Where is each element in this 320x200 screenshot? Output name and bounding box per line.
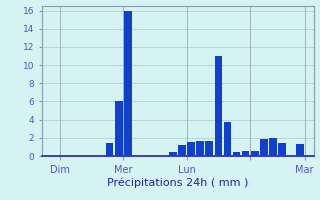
Bar (242, 151, 250, 156)
Bar (124, 11, 132, 156)
Bar (106, 143, 114, 156)
Bar (296, 144, 304, 156)
Bar (169, 152, 177, 156)
Bar (224, 122, 231, 156)
Bar (251, 151, 259, 156)
X-axis label: Précipitations 24h ( mm ): Précipitations 24h ( mm ) (107, 178, 248, 188)
Bar (187, 142, 195, 156)
Bar (269, 138, 277, 156)
Bar (260, 139, 268, 156)
Bar (115, 101, 123, 156)
Bar (205, 141, 213, 156)
Bar (214, 56, 222, 156)
Bar (278, 143, 286, 156)
Bar (196, 141, 204, 156)
Bar (233, 152, 240, 156)
Bar (178, 145, 186, 156)
